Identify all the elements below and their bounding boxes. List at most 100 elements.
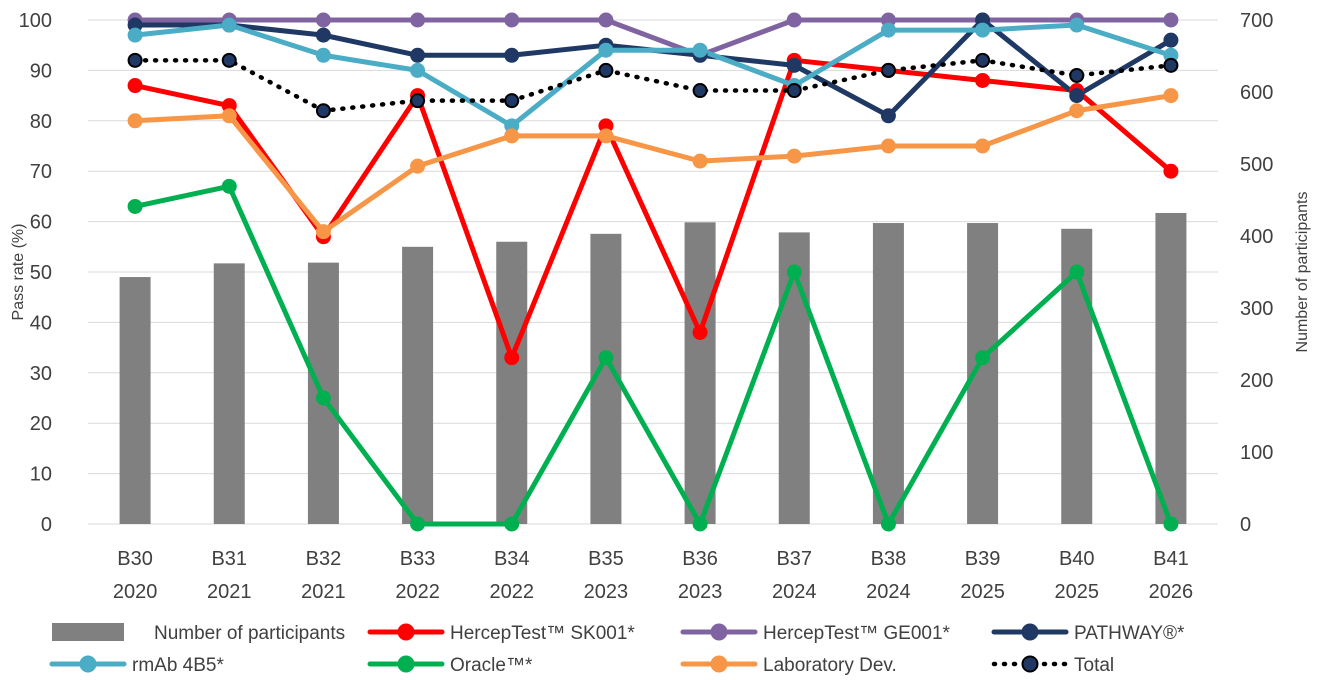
series-marker (880, 22, 896, 38)
legend-label: rmAb 4B5* (132, 655, 224, 676)
series-line (132, 22, 1174, 129)
series-marker (504, 350, 520, 366)
legend-label: Laboratory Dev. (763, 655, 897, 676)
y2-tick-label: 500 (1240, 154, 1273, 176)
series-marker (1069, 17, 1085, 33)
x-tick-sublabel: 2023 (678, 581, 723, 603)
legend-swatch-marker (397, 655, 415, 673)
y-tick-label: 60 (30, 212, 52, 234)
y2-tick-label: 600 (1240, 82, 1273, 104)
legend-label: PATHWAY®* (1074, 623, 1185, 644)
legend-label: Oracle™* (450, 655, 533, 676)
series-marker (598, 62, 614, 78)
series-line (132, 17, 1174, 119)
y-tick-label: 10 (30, 464, 52, 486)
series-marker (692, 516, 708, 532)
series-marker (598, 350, 614, 366)
series-marker (975, 22, 991, 38)
x-tick-label: B41 (1153, 548, 1189, 570)
x-tick-label: B38 (871, 548, 907, 570)
series-marker (880, 62, 896, 78)
y-axis-title: Pass rate (%) (10, 224, 27, 321)
series-marker (1163, 32, 1179, 48)
participants-bar (778, 232, 810, 524)
x-tick-sublabel: 2021 (207, 581, 252, 603)
series-marker (1069, 88, 1085, 104)
series-line (132, 57, 1174, 361)
series-marker (127, 78, 143, 94)
participants-bars (119, 212, 1187, 525)
x-tick-sublabel: 2022 (395, 581, 440, 603)
series-marker (1163, 88, 1179, 104)
series-marker (221, 108, 237, 124)
x-tick-sublabel: 2023 (584, 581, 629, 603)
series-marker (1163, 12, 1179, 28)
y-tick-label: 0 (41, 514, 52, 536)
series-marker (1069, 103, 1085, 119)
gridlines (88, 19, 1218, 525)
legend-swatch-marker (710, 655, 728, 673)
x-tick-label: B37 (776, 548, 812, 570)
participants-bar (496, 241, 528, 524)
y-tick-label: 30 (30, 363, 52, 385)
series-marker (1069, 67, 1085, 83)
series-marker (221, 178, 237, 194)
x-tick-sublabel: 2025 (960, 581, 1005, 603)
x-tick-label: B34 (494, 548, 530, 570)
y-tick-label: 90 (30, 60, 52, 82)
series-lines (132, 17, 1174, 527)
participants-bar (119, 277, 151, 524)
series-marker (221, 52, 237, 68)
legend-swatch-marker (397, 623, 415, 641)
series-marker (692, 83, 708, 99)
x-tick-label: B33 (400, 548, 436, 570)
legend-swatch-marker (1021, 655, 1039, 673)
series-marker (504, 128, 520, 144)
series-marker (410, 47, 426, 63)
legend-swatch-bar (52, 623, 124, 641)
series-marker (1163, 163, 1179, 179)
y2-tick-label: 200 (1240, 370, 1273, 392)
y-tick-label: 100 (19, 10, 52, 32)
series-marker (880, 138, 896, 154)
series-marker (692, 153, 708, 169)
series-marker (975, 350, 991, 366)
series-line (132, 17, 1174, 58)
y-tick-label: 40 (30, 312, 52, 334)
x-tick-label: B36 (682, 548, 718, 570)
series-marker (315, 224, 331, 240)
series-marker (315, 103, 331, 119)
series-marker (504, 47, 520, 63)
x-tick-sublabel: 2025 (1055, 581, 1100, 603)
legend-label: HercepTest™ SK001* (450, 623, 635, 644)
series-marker (315, 12, 331, 28)
legend-swatch-marker (710, 623, 728, 641)
series-marker (975, 52, 991, 68)
legend: Number of participants HercepTest™ SK001*… (49, 623, 1185, 676)
y-tick-label: 20 (30, 413, 52, 435)
x-tick-sublabel: 2020 (113, 581, 158, 603)
series-marker (880, 108, 896, 124)
series-marker (598, 12, 614, 28)
x-tick-label: B30 (117, 548, 153, 570)
series-marker (786, 12, 802, 28)
series-line (132, 58, 1174, 113)
participants-bar (872, 223, 904, 525)
series-marker (786, 264, 802, 280)
participants-bar (684, 222, 716, 524)
series-marker (598, 128, 614, 144)
series-marker (410, 516, 426, 532)
x-tick-label: B35 (588, 548, 624, 570)
series-marker (410, 158, 426, 174)
series-marker (692, 324, 708, 340)
x-tick-label: B39 (965, 548, 1001, 570)
series-markers (127, 12, 1179, 532)
series-marker (127, 198, 143, 214)
series-marker (598, 42, 614, 58)
y2-axis-title: Number of participants (1294, 192, 1311, 353)
series-marker (315, 47, 331, 63)
x-tick-label: B40 (1059, 548, 1095, 570)
series-marker (315, 390, 331, 406)
series-marker (692, 42, 708, 58)
x-tick-sublabel: 2024 (772, 581, 817, 603)
